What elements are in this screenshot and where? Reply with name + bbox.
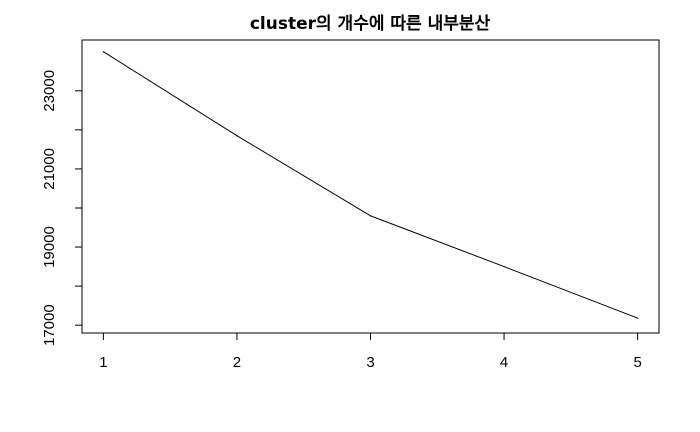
x-tick-label: 1 (99, 354, 107, 371)
y-tick-label: 21000 (41, 148, 58, 190)
y-tick-label: 19000 (41, 226, 58, 268)
x-tick-label: 4 (500, 354, 508, 371)
data-point (369, 215, 372, 217)
x-axis: 1 2 3 4 5 (99, 332, 642, 371)
y-axis: 17000 19000 21000 23000 (41, 70, 83, 346)
chart-title: cluster의 개수에 따른 내부분산 (250, 14, 491, 34)
x-tick-label: 2 (233, 354, 241, 371)
series-line (103, 51, 638, 319)
data-point (637, 317, 639, 319)
x-tick-label: 5 (633, 354, 641, 371)
plot-frame (81, 39, 660, 334)
data-point (236, 135, 238, 137)
data-point (503, 265, 505, 268)
y-tick-label: 17000 (41, 304, 58, 346)
y-tick-label: 23000 (41, 70, 58, 112)
x-tick-label: 3 (366, 354, 374, 371)
data-point (102, 51, 104, 53)
series (102, 51, 639, 319)
